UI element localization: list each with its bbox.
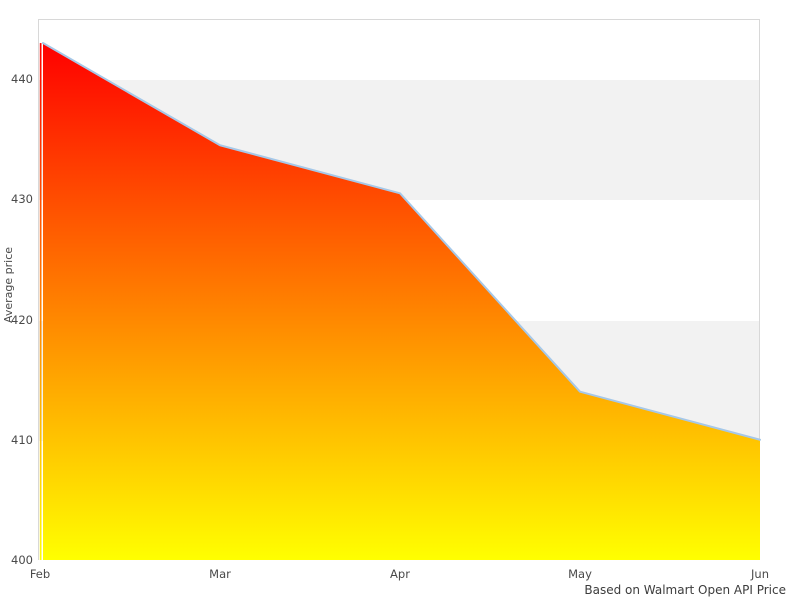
alternate-grid-band — [39, 320, 759, 441]
x-tick-label: Feb — [29, 567, 51, 581]
y-tick-label: 400 — [11, 553, 33, 567]
alternate-grid-band — [39, 80, 759, 201]
plot-area — [38, 19, 760, 560]
x-tick-label: Jun — [751, 567, 769, 581]
chart-caption: Based on Walmart Open API Price — [584, 583, 786, 597]
y-axis-title: Average price — [2, 247, 15, 323]
y-tick-label: 440 — [11, 72, 33, 87]
x-tick-label: Apr — [390, 567, 410, 581]
y-tick-label: 430 — [11, 192, 33, 207]
x-tick-label: May — [568, 567, 592, 581]
y-tick-label: 410 — [11, 432, 33, 447]
y-axis-title-text: Average price — [2, 246, 15, 324]
x-tick-label: Mar — [209, 567, 231, 581]
y-tick-label: 420 — [11, 312, 33, 327]
